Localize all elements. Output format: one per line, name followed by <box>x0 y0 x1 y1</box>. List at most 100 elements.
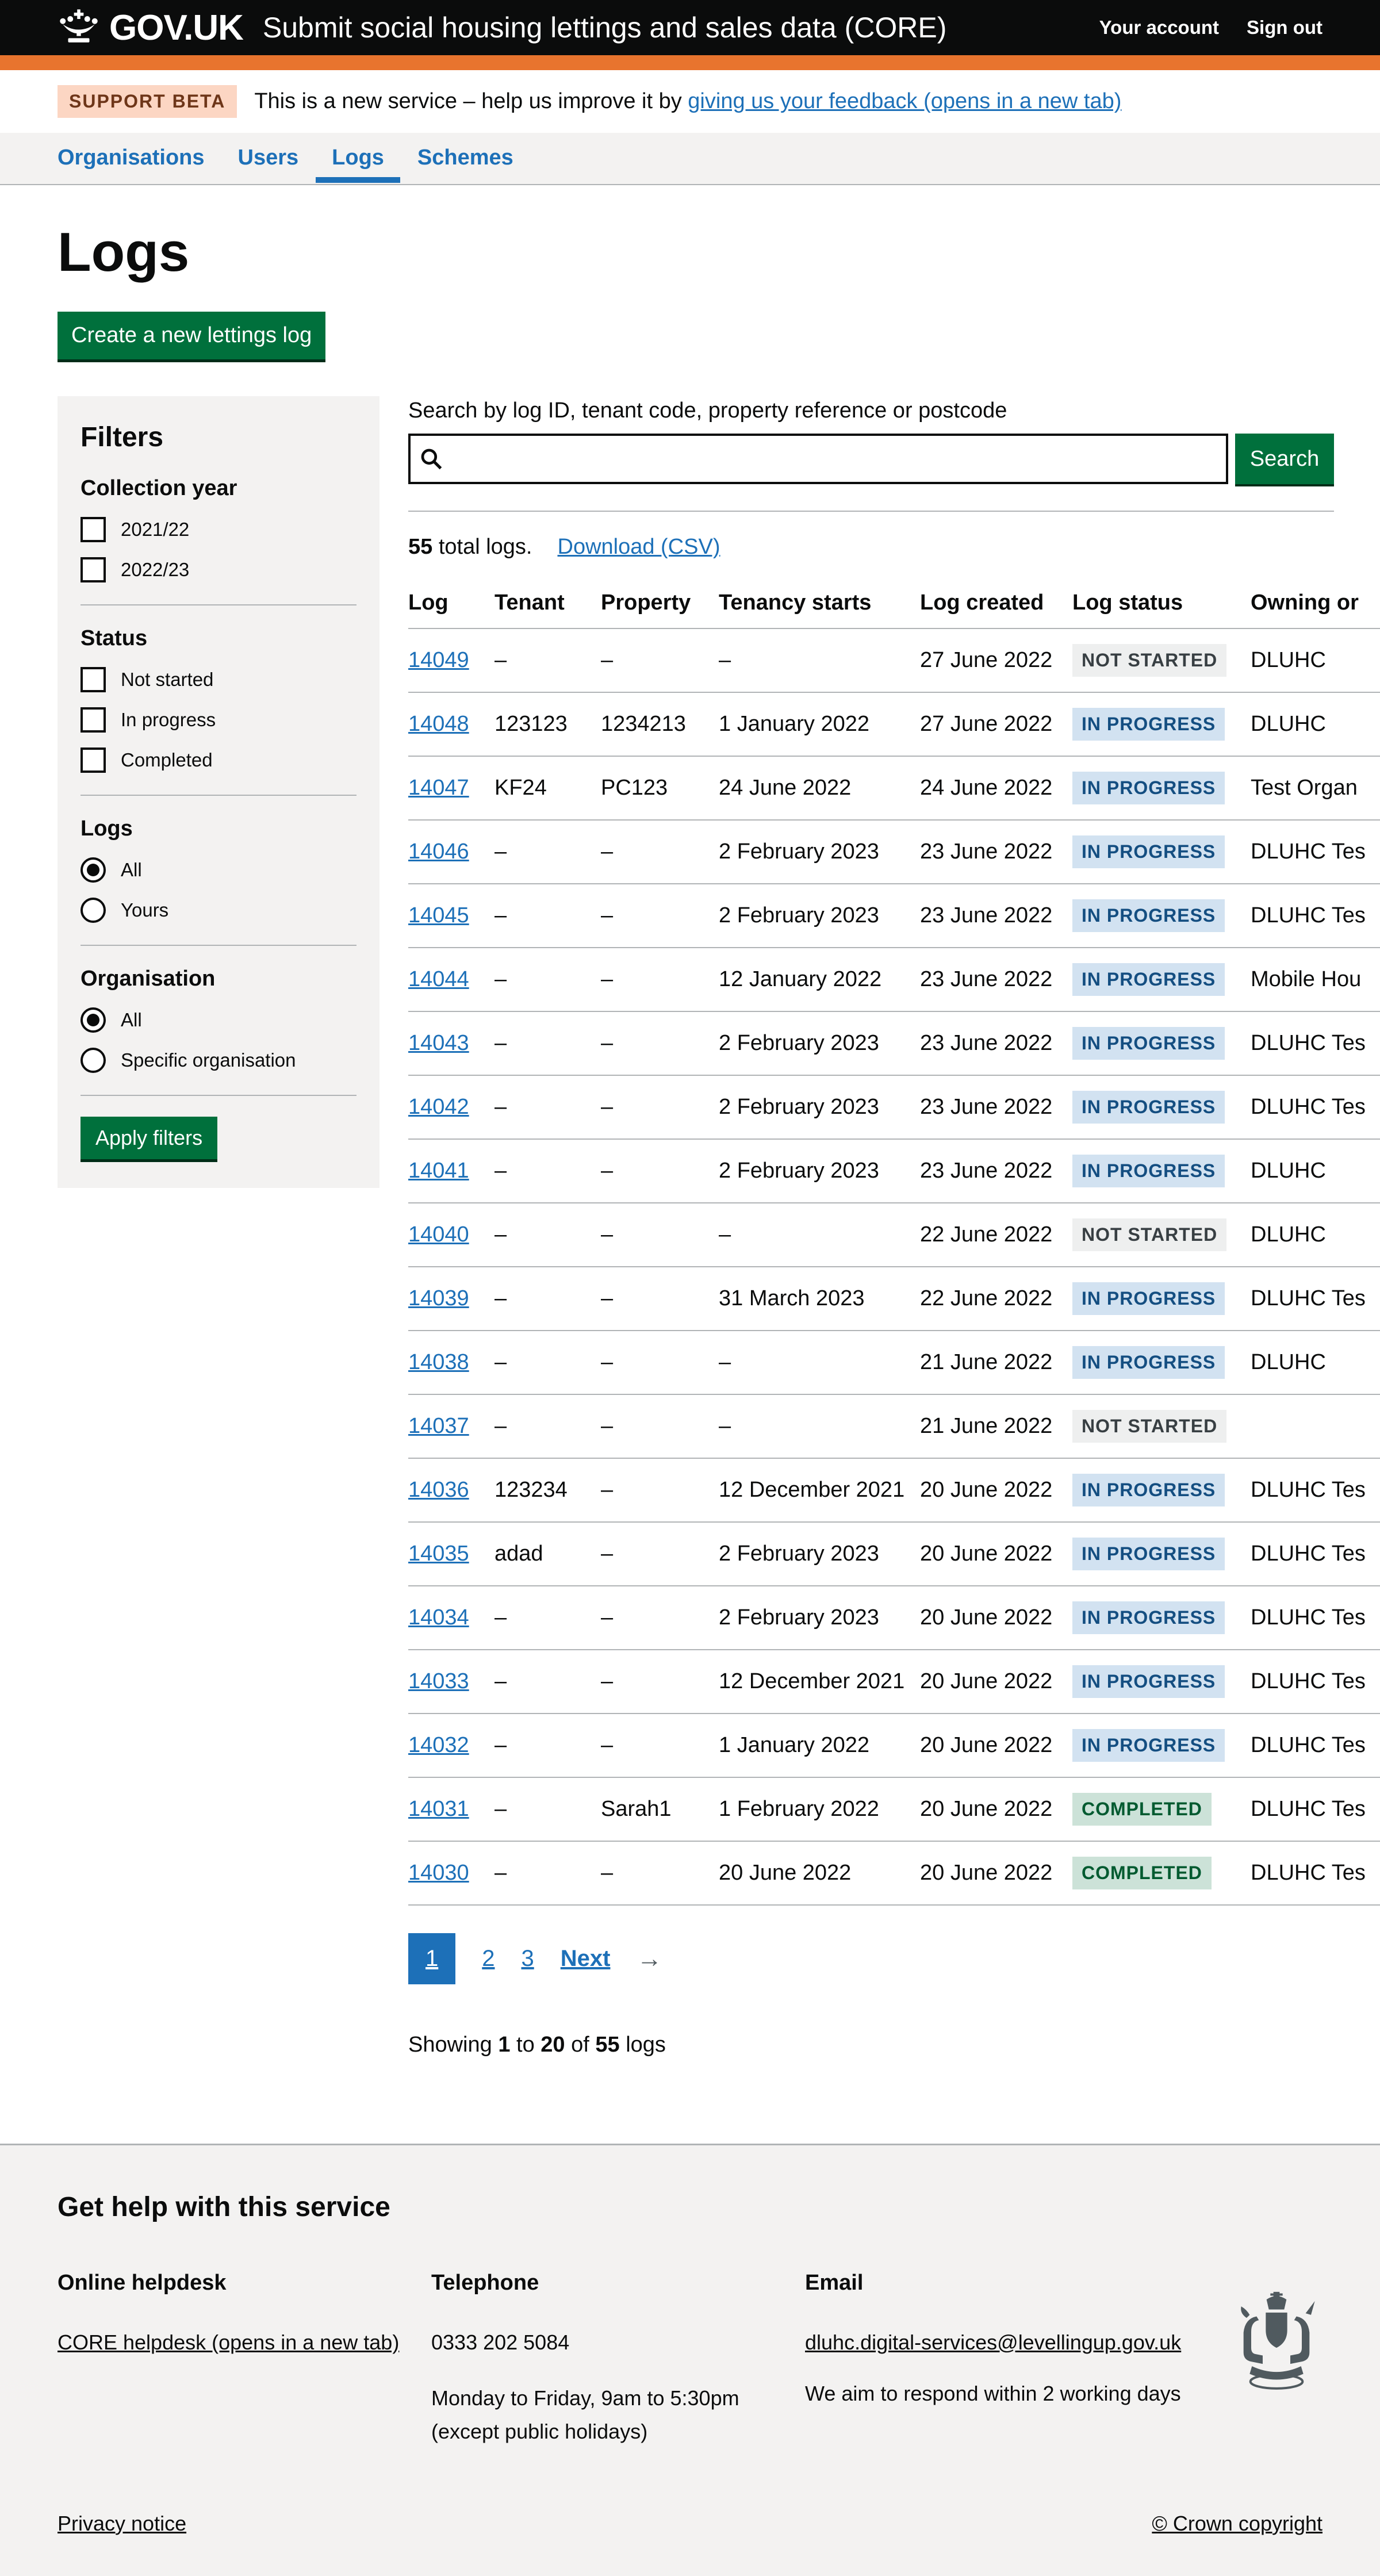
cell-owning-organisation: DLUHC Tes <box>1251 820 1380 884</box>
search-label: Search by log ID, tenant code, property … <box>408 398 1007 423</box>
radio-control[interactable] <box>80 898 106 923</box>
log-link[interactable]: 14045 <box>408 903 469 927</box>
tab-schemes[interactable]: Schemes <box>417 145 513 170</box>
radio-control[interactable] <box>80 1007 106 1033</box>
checkbox-option-2022-23[interactable]: 2022/23 <box>80 557 356 582</box>
apply-filters-button[interactable]: Apply filters <box>80 1117 218 1159</box>
your-account-link[interactable]: Your account <box>1099 17 1220 38</box>
log-link[interactable]: 14040 <box>408 1222 469 1247</box>
log-link[interactable]: 14042 <box>408 1095 469 1119</box>
environment-stripe <box>0 55 1380 70</box>
service-name[interactable]: Submit social housing lettings and sales… <box>262 12 947 44</box>
get-help-heading: Get help with this service <box>57 2192 390 2222</box>
cell-owning-organisation: DLUHC <box>1251 1331 1380 1395</box>
footer: Get help with this service Online helpde… <box>0 2144 1380 2576</box>
crown-copyright-link[interactable]: © Crown copyright <box>1152 2511 1322 2535</box>
log-link[interactable]: 14038 <box>408 1350 469 1374</box>
radio-option-yours[interactable]: Yours <box>80 898 356 923</box>
tab-organisations[interactable]: Organisations <box>57 145 205 170</box>
cell-tenant: – <box>494 1267 601 1331</box>
filter-group-heading: Logs <box>80 816 133 841</box>
cell-property: PC123 <box>601 756 719 821</box>
log-link[interactable]: 14032 <box>408 1733 469 1757</box>
log-link[interactable]: 14037 <box>408 1414 469 1438</box>
page-3-link[interactable]: 3 <box>521 1946 534 1971</box>
radio-option-all[interactable]: All <box>80 1007 356 1033</box>
page-2-link[interactable]: 2 <box>482 1946 495 1971</box>
search-button[interactable]: Search <box>1235 434 1334 484</box>
checkbox-option-in-progress[interactable]: In progress <box>80 707 356 733</box>
cell-log_created: 22 June 2022 <box>920 1267 1072 1331</box>
privacy-notice-link[interactable]: Privacy notice <box>57 2511 187 2535</box>
core-helpdesk-link[interactable]: CORE helpdesk (opens in a new tab) <box>57 2330 400 2354</box>
checkbox-option-not-started[interactable]: Not started <box>80 667 356 692</box>
log-link[interactable]: 14031 <box>408 1797 469 1821</box>
tab-logs[interactable]: Logs <box>316 133 400 183</box>
checkbox-control[interactable] <box>80 517 106 542</box>
status-badge: IN PROGRESS <box>1072 1346 1225 1379</box>
cell-log_created: 20 June 2022 <box>920 1777 1072 1842</box>
log-link[interactable]: 14039 <box>408 1286 469 1310</box>
cell-owning-organisation: DLUHC Tes <box>1251 1586 1380 1650</box>
log-link[interactable]: 14044 <box>408 967 469 991</box>
table-row: 14043– –2 February 2023 23 June 2022 IN PRO… <box>408 1011 1380 1076</box>
checkbox-control[interactable] <box>80 747 106 773</box>
filters-title: Filters <box>80 422 164 453</box>
sign-out-link[interactable]: Sign out <box>1247 17 1322 38</box>
log-link[interactable]: 14047 <box>408 776 469 800</box>
log-link[interactable]: 14030 <box>408 1861 469 1885</box>
page-current[interactable]: 1 <box>408 1933 456 1984</box>
log-link[interactable]: 14048 <box>408 712 469 736</box>
checkbox-control[interactable] <box>80 667 106 692</box>
log-link[interactable]: 14033 <box>408 1669 469 1693</box>
checkbox-control[interactable] <box>80 707 106 733</box>
checkbox-option-2021-22[interactable]: 2021/22 <box>80 517 356 542</box>
feedback-link[interactable]: giving us your feedback (opens in a new … <box>688 89 1122 113</box>
radio-control[interactable] <box>80 857 106 883</box>
cell-log_created: 20 June 2022 <box>920 1841 1072 1906</box>
radio-option-all[interactable]: All <box>80 857 356 883</box>
cell-owning-organisation: DLUHC <box>1251 692 1380 757</box>
search-input[interactable] <box>408 434 1228 484</box>
status-badge: IN PROGRESS <box>1072 899 1225 932</box>
column-header-property: Property <box>601 591 719 629</box>
download-csv-link[interactable]: Download (CSV) <box>557 535 720 559</box>
status-badge: IN PROGRESS <box>1072 835 1225 868</box>
log-link[interactable]: 14046 <box>408 839 469 864</box>
total-logs-text: 55 total logs. <box>408 535 532 559</box>
email-link[interactable]: dluhc.digital-services@levellingup.gov.u… <box>805 2330 1182 2354</box>
tab-users[interactable]: Users <box>237 145 299 170</box>
cell-tenant: KF24 <box>494 756 601 821</box>
cell-tenancy_starts: – <box>719 1331 920 1395</box>
table-row: 14030– –20 June 2022 20 June 2022 COMPLETED… <box>408 1841 1380 1906</box>
table-row: 14038– – –21 June 2022 IN PROGRESS DLUHC <box>408 1331 1380 1395</box>
cell-tenancy_starts: 2 February 2023 <box>719 1075 920 1140</box>
log-link[interactable]: 14035 <box>408 1542 469 1566</box>
column-header-tenant: Tenant <box>494 591 601 629</box>
column-header-owning-or: Owning or <box>1251 591 1380 629</box>
primary-navigation: Organisations Users Logs Schemes <box>0 133 1380 185</box>
telephone-section: Telephone 0333 202 5084 Monday to Friday… <box>431 2266 805 2448</box>
checkbox-control[interactable] <box>80 557 106 582</box>
email-response-text: We aim to respond within 2 working days <box>805 2382 1181 2406</box>
log-link[interactable]: 14041 <box>408 1159 469 1183</box>
cell-tenant: – <box>494 1841 601 1906</box>
status-badge: IN PROGRESS <box>1072 963 1225 996</box>
govuk-logo[interactable]: GOV.UK <box>57 7 244 48</box>
status-badge: NOT STARTED <box>1072 644 1227 677</box>
telephone-holidays: (except public holidays) <box>431 2419 648 2443</box>
cell-owning-organisation: DLUHC Tes <box>1251 1777 1380 1842</box>
log-link[interactable]: 14034 <box>408 1605 469 1630</box>
log-link[interactable]: 14043 <box>408 1031 469 1055</box>
radio-option-specific-organisation[interactable]: Specific organisation <box>80 1048 356 1073</box>
radio-control[interactable] <box>80 1048 106 1073</box>
next-page-link[interactable]: Next <box>560 1946 611 1971</box>
royal-coat-of-arms <box>1230 2266 1322 2404</box>
table-row: 14032– –1 January 2022 20 June 2022 IN PROG… <box>408 1713 1380 1778</box>
checkbox-option-completed[interactable]: Completed <box>80 747 356 773</box>
log-link[interactable]: 14049 <box>408 648 469 672</box>
create-lettings-log-button[interactable]: Create a new lettings log <box>57 312 326 359</box>
log-link[interactable]: 14036 <box>408 1478 469 1502</box>
cell-log_created: 23 June 2022 <box>920 1139 1072 1203</box>
online-helpdesk-heading: Online helpdesk <box>57 2271 227 2295</box>
